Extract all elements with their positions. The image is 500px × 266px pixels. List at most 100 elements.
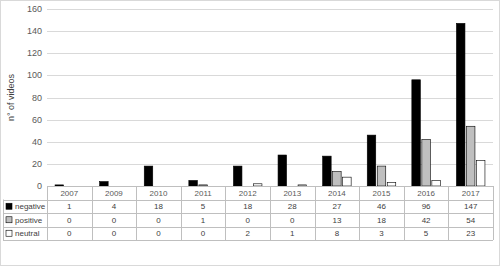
legend-swatch [6, 230, 12, 236]
x-tick-label: 2010 [150, 189, 168, 198]
x-tick-label: 2015 [373, 189, 391, 198]
table-line [181, 186, 182, 240]
y-tick-label: 160 [27, 4, 42, 14]
table-line [3, 200, 4, 241]
table-value: 96 [422, 202, 431, 211]
table-value: 0 [201, 229, 206, 238]
x-tick-label: 2011 [194, 189, 212, 198]
legend-swatch [6, 203, 12, 209]
bar [100, 182, 109, 186]
bar [343, 177, 352, 186]
table-value: 1 [290, 229, 295, 238]
table-line [92, 186, 93, 240]
bar [278, 155, 287, 186]
x-tick-label: 2014 [328, 189, 346, 198]
table-value: 147 [464, 202, 478, 211]
table-value: 27 [332, 202, 341, 211]
data-table: 2007200920102011201220132014201520162017… [3, 186, 494, 241]
table-value: 0 [67, 229, 72, 238]
bar [110, 186, 119, 187]
x-tick-label: 2009 [105, 189, 123, 198]
legend-label: negative [15, 202, 46, 211]
table-value: 5 [424, 229, 429, 238]
table-line [136, 186, 137, 240]
table-value: 0 [67, 216, 72, 225]
table-value: 18 [154, 202, 163, 211]
table-line [3, 200, 47, 201]
legend-label: neutral [15, 229, 40, 238]
bar [233, 166, 242, 186]
grid-line [47, 9, 493, 10]
table-value: 23 [466, 229, 475, 238]
y-tick-label: 100 [27, 70, 42, 80]
y-tick-label: 20 [32, 159, 42, 169]
bar [189, 180, 198, 186]
bar [243, 186, 252, 187]
x-tick-label: 2012 [239, 189, 257, 198]
grid-line [47, 53, 493, 54]
bar [253, 184, 262, 186]
y-tick-label: 120 [27, 48, 42, 58]
table-line [225, 186, 226, 240]
table-value: 2 [245, 229, 250, 238]
y-axis-label: n° of videos [6, 73, 16, 121]
y-tick-label: 0 [37, 181, 42, 191]
grid-line [47, 98, 493, 99]
bar [288, 186, 297, 187]
table-line [3, 227, 493, 228]
bar [456, 23, 465, 186]
bar [120, 186, 128, 187]
table-value: 0 [112, 216, 117, 225]
x-tick-label: 2013 [283, 189, 301, 198]
table-value: 8 [335, 229, 340, 238]
x-tick-label: 2017 [462, 189, 480, 198]
y-tick-label: 80 [32, 93, 42, 103]
bars [55, 23, 485, 186]
table-value: 54 [466, 216, 475, 225]
bar [476, 161, 485, 186]
table-line [270, 186, 271, 240]
legend-label: positive [15, 216, 43, 225]
bar [333, 172, 342, 186]
bar [209, 186, 218, 187]
table-line [404, 186, 405, 240]
table-line [3, 200, 493, 201]
bar [387, 183, 396, 186]
table-line [315, 186, 316, 240]
bar [412, 80, 421, 186]
legend-swatch [6, 217, 12, 223]
bar [55, 185, 64, 186]
bar [199, 185, 208, 186]
table-value: 0 [290, 216, 295, 225]
grid-line [47, 31, 493, 32]
chart-frame [1, 1, 500, 266]
table-value: 5 [201, 202, 206, 211]
y-tick-label: 60 [32, 115, 42, 125]
table-line [493, 186, 494, 240]
x-tick-label: 2016 [417, 189, 435, 198]
table-line [3, 240, 493, 241]
y-tick-label: 40 [32, 137, 42, 147]
x-tick-label: 2007 [60, 189, 78, 198]
table-value: 13 [332, 216, 341, 225]
grid-line [47, 75, 493, 76]
bar [298, 185, 307, 186]
bar [164, 186, 173, 187]
bar [323, 156, 332, 186]
table-value: 0 [156, 216, 161, 225]
table-value: 18 [377, 216, 386, 225]
table-value: 0 [112, 229, 117, 238]
bar [154, 186, 163, 187]
table-line [448, 186, 449, 240]
bar [367, 135, 376, 186]
bar [466, 126, 475, 186]
chart-container: 020406080100120140160n° of videos2007200… [0, 0, 500, 266]
bar [377, 166, 386, 186]
table-value: 1 [67, 202, 72, 211]
table-value: 0 [245, 216, 250, 225]
table-line [47, 186, 48, 240]
grid-line [47, 120, 493, 121]
bar [432, 180, 441, 186]
bar [144, 166, 153, 186]
table-value: 1 [201, 216, 206, 225]
